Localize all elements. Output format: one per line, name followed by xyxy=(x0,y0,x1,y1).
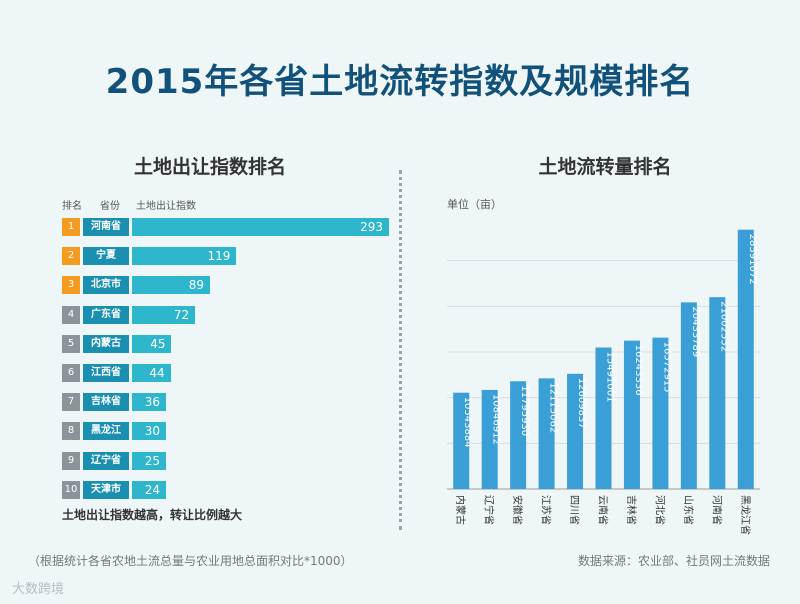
index-bar: 36 xyxy=(132,393,166,412)
index-value: 119 xyxy=(207,249,231,264)
volume-bar xyxy=(737,229,754,489)
index-header: 土地出让指数 xyxy=(136,201,196,212)
volume-bar xyxy=(510,381,527,489)
rank-header: 排名 xyxy=(62,201,82,212)
province-tick: 安徽省 xyxy=(511,495,524,525)
province-label: 江西省 xyxy=(83,364,129,382)
province-label: 北京市 xyxy=(83,276,129,295)
volume-value: 28391072 xyxy=(747,234,758,285)
volume-value: 11795930 xyxy=(519,385,530,436)
province-label: 吉林省 xyxy=(83,393,129,412)
index-bar: 89 xyxy=(132,276,211,295)
index-bar: 119 xyxy=(132,247,237,266)
province-tick: 吉林省 xyxy=(625,495,638,525)
volume-value: 16572915 xyxy=(661,342,672,393)
rank-badge: 5 xyxy=(62,334,80,353)
province-label: 宁夏 xyxy=(83,247,129,266)
left-panel-title: 土地出让指数排名 xyxy=(133,156,286,178)
province-label: 天津市 xyxy=(83,480,129,499)
province-label: 黑龙江 xyxy=(83,422,129,441)
volume-bar xyxy=(595,347,612,489)
province-tick: 江苏省 xyxy=(540,495,553,525)
volume-value: 15491001 xyxy=(605,352,616,403)
province-label: 辽宁省 xyxy=(83,451,129,470)
rank-badge: 6 xyxy=(62,364,80,382)
index-value: 72 xyxy=(173,307,190,322)
index-value: 44 xyxy=(149,366,165,380)
province-tick: 河北省 xyxy=(653,495,666,525)
index-bar: 45 xyxy=(132,334,172,353)
volume-value: 21002552 xyxy=(718,301,729,352)
volume-value: 12609837 xyxy=(576,378,587,429)
right-panel-title: 土地流转量排名 xyxy=(538,156,672,178)
rank-badge: 9 xyxy=(62,451,80,470)
index-bar: 24 xyxy=(132,480,166,499)
index-value: 24 xyxy=(144,482,160,497)
volume-bar xyxy=(680,302,697,489)
unit-label: 单位（亩） xyxy=(447,197,502,211)
volume-bar xyxy=(538,378,555,489)
panel-divider xyxy=(399,170,402,530)
province-tick: 辽宁省 xyxy=(483,495,496,525)
footnote: （根据统计各省农地土流总量与农业用地总面积对比*1000） xyxy=(28,554,353,568)
province-tick: 黑龙江省 xyxy=(739,495,752,535)
volume-bar xyxy=(709,297,726,489)
rank-badge: 2 xyxy=(62,247,80,266)
volume-value: 12115062 xyxy=(548,382,559,433)
volume-value: 10543884 xyxy=(462,397,473,448)
rank-badge: 3 xyxy=(62,276,80,295)
data-source: 数据来源：农业部、社员网土流数据 xyxy=(577,554,770,568)
index-value: 293 xyxy=(360,220,383,234)
index-bar: 293 xyxy=(132,218,389,236)
volume-value: 20433789 xyxy=(690,306,701,357)
volume-bar xyxy=(567,373,584,489)
province-tick: 河南省 xyxy=(710,495,723,525)
index-bar: 44 xyxy=(132,364,171,382)
volume-bar xyxy=(623,340,640,489)
province-tick: 云南省 xyxy=(597,495,610,525)
index-value: 45 xyxy=(150,336,166,351)
province-tick: 内蒙古 xyxy=(454,495,467,525)
volume-bar xyxy=(453,392,470,489)
page-title: 2015年各省土地流转指数及规模排名 xyxy=(105,62,695,102)
province-label: 内蒙古 xyxy=(83,334,129,353)
rank-badge: 10 xyxy=(62,480,80,499)
index-note: 土地出让指数越高，转让比例越大 xyxy=(62,508,243,522)
rank-badge: 1 xyxy=(62,218,80,236)
volume-bar xyxy=(652,337,669,489)
index-value: 36 xyxy=(144,395,160,410)
index-value: 89 xyxy=(188,278,205,293)
index-bar: 30 xyxy=(132,422,166,441)
index-value: 30 xyxy=(144,424,160,439)
province-tick: 四川省 xyxy=(568,495,581,525)
volume-value: 10846912 xyxy=(491,394,502,445)
volume-value: 16243336 xyxy=(633,345,644,396)
province-tick: 山东省 xyxy=(682,495,695,525)
watermark: 大数跨境 xyxy=(12,582,65,597)
rank-badge: 7 xyxy=(62,393,80,412)
province-label: 河南省 xyxy=(83,218,129,236)
volume-bar xyxy=(481,389,498,489)
rank-badge: 8 xyxy=(62,422,80,441)
province-label: 广东省 xyxy=(83,305,129,324)
index-value: 25 xyxy=(144,453,160,468)
index-bar: 72 xyxy=(132,305,196,324)
rank-badge: 4 xyxy=(62,305,80,324)
province-header: 省份 xyxy=(100,201,120,212)
index-bar: 25 xyxy=(132,451,166,470)
